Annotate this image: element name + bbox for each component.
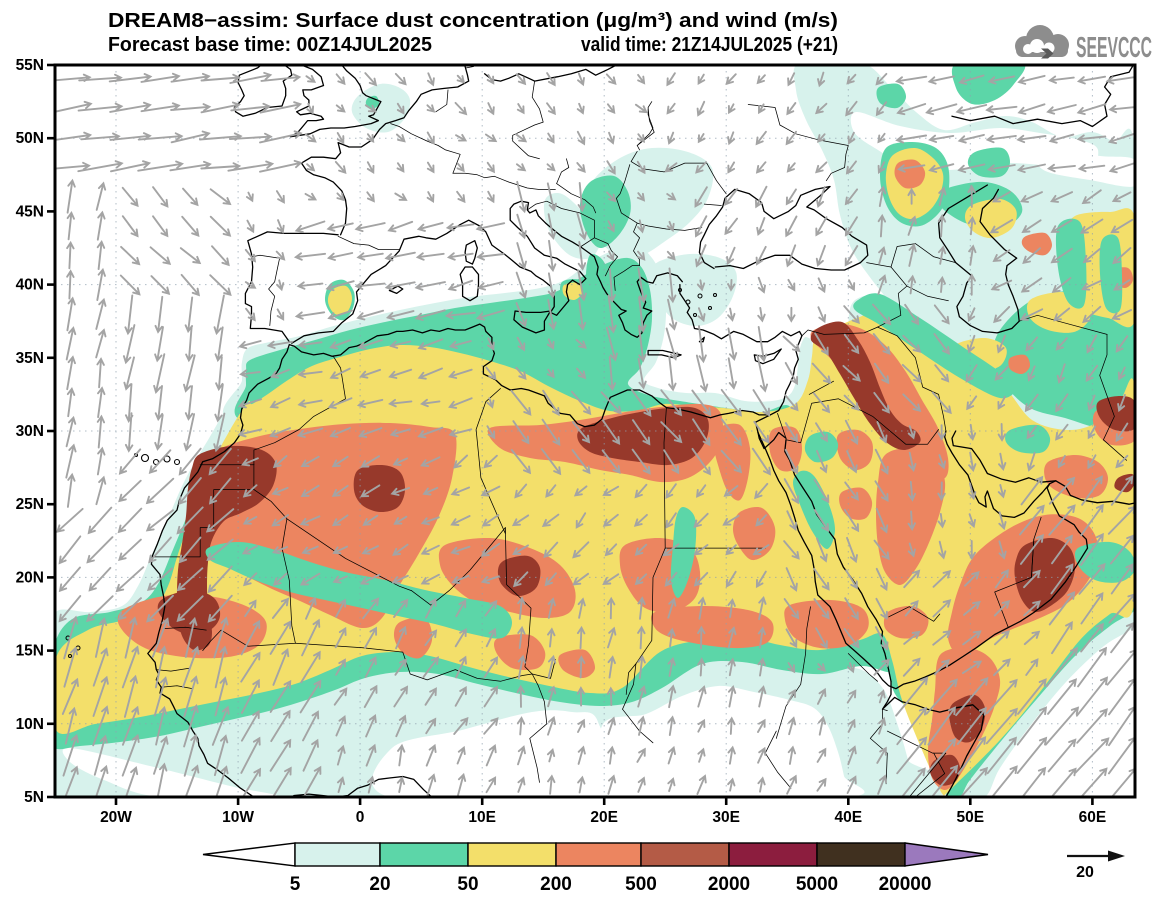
svg-text:45N: 45N (16, 203, 44, 220)
svg-text:35N: 35N (16, 350, 44, 367)
svg-text:50N: 50N (16, 130, 44, 147)
svg-text:20000: 20000 (879, 874, 932, 895)
svg-text:valid time: 21Z14JUL2025 (+21): valid time: 21Z14JUL2025 (+21) (581, 34, 838, 56)
svg-text:0: 0 (356, 809, 365, 826)
svg-text:30N: 30N (16, 423, 44, 440)
svg-text:500: 500 (625, 874, 657, 895)
svg-text:60E: 60E (1079, 809, 1107, 826)
svg-text:40N: 40N (16, 277, 44, 294)
svg-text:5N: 5N (24, 789, 44, 806)
svg-text:15N: 15N (16, 643, 44, 660)
svg-text:55N: 55N (16, 57, 44, 74)
svg-text:Forecast base time: 00Z14JUL20: Forecast base time: 00Z14JUL2025 (108, 34, 432, 56)
svg-text:10N: 10N (16, 716, 44, 733)
svg-text:20E: 20E (590, 809, 618, 826)
svg-text:20W: 20W (100, 809, 132, 826)
svg-text:20: 20 (1076, 864, 1094, 881)
svg-text:200: 200 (540, 874, 572, 895)
svg-text:10W: 10W (222, 809, 254, 826)
svg-text:20: 20 (369, 874, 390, 895)
svg-text:5: 5 (290, 874, 301, 895)
svg-text:50: 50 (457, 874, 478, 895)
svg-text:40E: 40E (835, 809, 863, 826)
svg-text:2000: 2000 (708, 874, 750, 895)
svg-text:25N: 25N (16, 496, 44, 513)
svg-text:DREAM8−assim: Surface dust con: DREAM8−assim: Surface dust concentration… (108, 10, 838, 32)
svg-text:20N: 20N (16, 569, 44, 586)
svg-text:30E: 30E (712, 809, 740, 826)
svg-text:5000: 5000 (796, 874, 838, 895)
svg-text:50E: 50E (957, 809, 985, 826)
svg-text:10E: 10E (468, 809, 496, 826)
svg-text:SEEVCCC: SEEVCCC (1076, 32, 1152, 64)
